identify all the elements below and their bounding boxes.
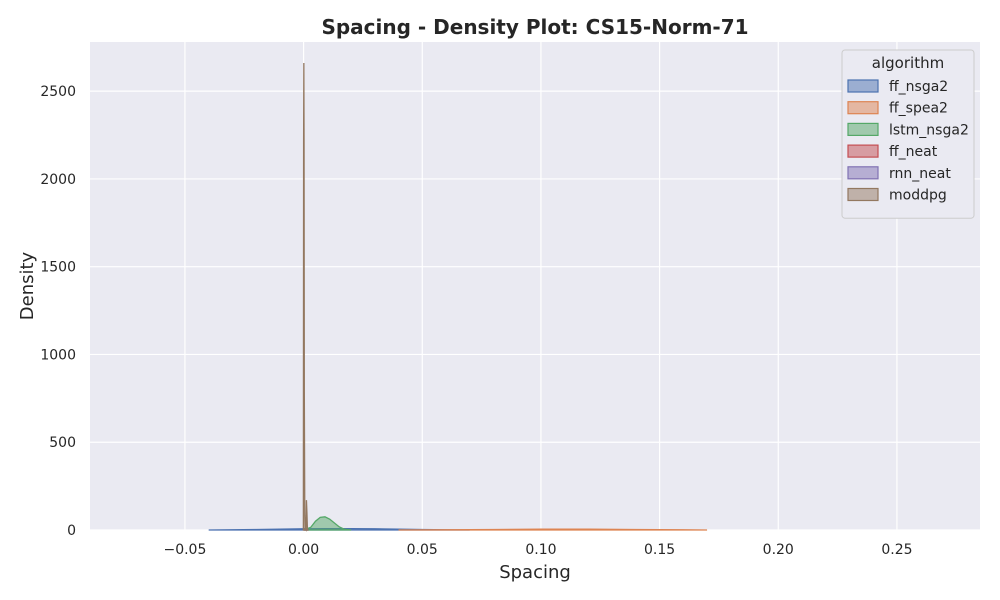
y-tick-label: 500 xyxy=(49,435,76,451)
y-tick-label: 1500 xyxy=(40,260,76,276)
chart-title: Spacing - Density Plot: CS15-Norm-71 xyxy=(321,15,748,39)
legend-title: algorithm xyxy=(872,54,944,72)
x-tick-label: 0.10 xyxy=(525,542,556,558)
density-area-lstm-nsga2 xyxy=(303,516,352,531)
x-tick-label: 0.25 xyxy=(881,542,912,558)
legend-swatch xyxy=(847,79,879,93)
y-tick-label: 1000 xyxy=(40,347,76,363)
series-layer xyxy=(208,63,708,532)
x-tick-label: 0.00 xyxy=(288,542,319,558)
legend-label: ff_nsga2 xyxy=(889,79,948,95)
x-tick-label: 0.15 xyxy=(644,542,675,558)
legend: algorithm ff_nsga2ff_spea2lstm_nsga2ff_n… xyxy=(841,49,975,219)
density-area-ff-spea2 xyxy=(398,528,708,531)
density-area-moddpg xyxy=(302,63,309,532)
legend-label: moddpg xyxy=(889,188,947,204)
legend-label: ff_spea2 xyxy=(889,101,948,117)
legend-swatch xyxy=(847,122,879,137)
y-tick-label: 0 xyxy=(67,523,76,539)
legend-items: ff_nsga2 ff_spea2 lstm_nsga2 ff_neat rnn_nea… xyxy=(847,79,969,204)
y-tick-label: 2000 xyxy=(40,172,76,188)
y-axis-label: Density xyxy=(17,251,38,320)
legend-label: rnn_neat xyxy=(889,166,951,182)
x-tick-label: 0.05 xyxy=(407,542,438,558)
tick-layer: −0.05 0.00 0.05 0.10 0.15 0.20 0.25 0 500 1000 150… xyxy=(40,84,912,558)
legend-swatch xyxy=(847,166,879,180)
x-tick-label: 0.20 xyxy=(763,542,794,558)
y-tick-label: 2500 xyxy=(40,84,76,100)
legend-label: lstm_nsga2 xyxy=(889,122,969,138)
legend-swatch xyxy=(847,101,879,115)
legend-label: ff_neat xyxy=(889,144,938,160)
plot-background xyxy=(90,42,980,530)
x-axis-label: Spacing xyxy=(499,562,571,583)
legend-swatch xyxy=(847,187,879,202)
x-tick-label: −0.05 xyxy=(163,542,206,558)
legend-swatch xyxy=(847,144,879,158)
